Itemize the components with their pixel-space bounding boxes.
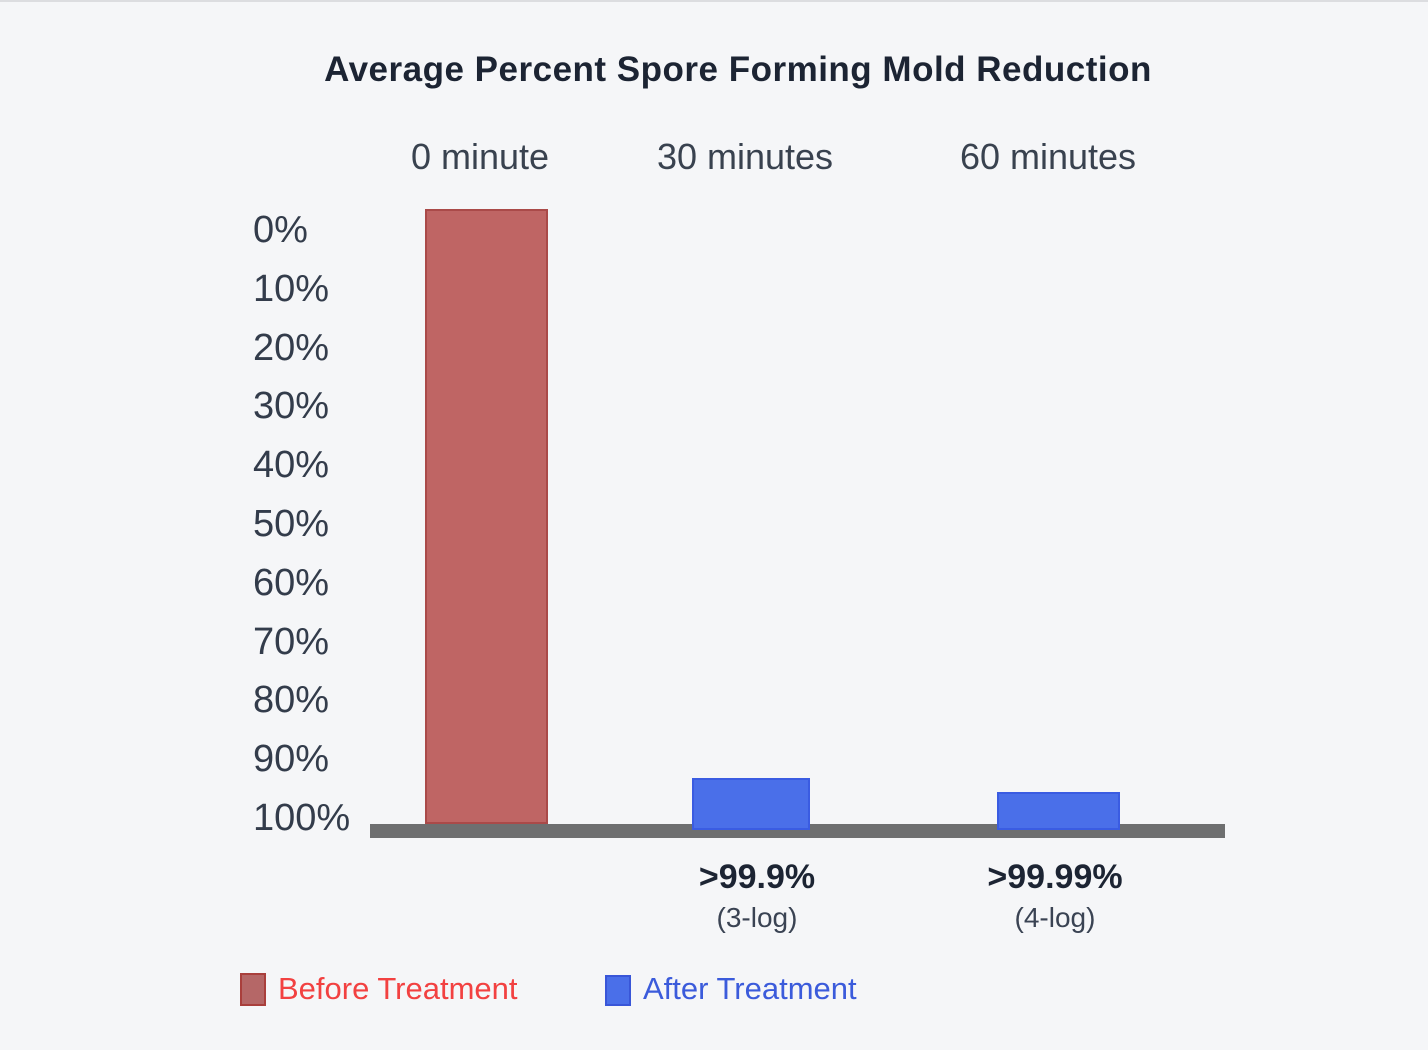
chart-title: Average Percent Spore Forming Mold Reduc…	[324, 50, 1152, 89]
y-tick-60: 60%	[253, 562, 330, 604]
bar-after-treatment-60-minutes	[997, 792, 1120, 830]
bar-log-label-30-minutes: (3-log)	[716, 902, 798, 933]
top-edge-line	[0, 0, 1428, 2]
y-tick-0: 0%	[253, 209, 308, 251]
bar-value-label-60-minutes: >99.99%	[987, 858, 1123, 896]
bar-value-label-30-minutes: >99.9%	[698, 858, 816, 896]
bar-before-treatment-0-minute	[425, 209, 548, 824]
legend-swatch-before-treatment	[240, 973, 266, 1006]
bar-after-treatment-30-minutes	[692, 778, 810, 830]
bar-log-label-60-minutes: (4-log)	[1014, 902, 1096, 933]
y-tick-90: 90%	[253, 738, 330, 780]
legend-swatch-after-treatment	[605, 975, 631, 1006]
y-tick-100: 100%	[253, 797, 351, 839]
y-tick-20: 20%	[253, 327, 330, 369]
y-tick-40: 40%	[253, 444, 330, 486]
column-header-0-minute: 0 minute	[410, 136, 550, 177]
y-tick-80: 80%	[253, 679, 330, 721]
y-tick-70: 70%	[253, 621, 330, 663]
y-tick-30: 30%	[253, 385, 330, 427]
y-tick-10: 10%	[253, 268, 330, 310]
legend-label-after-treatment: After Treatment	[643, 971, 857, 1006]
column-header-30-minutes: 30 minutes	[656, 136, 834, 177]
legend-label-before-treatment: Before Treatment	[278, 971, 518, 1006]
y-tick-50: 50%	[253, 503, 330, 545]
column-header-60-minutes: 60 minutes	[959, 136, 1137, 177]
